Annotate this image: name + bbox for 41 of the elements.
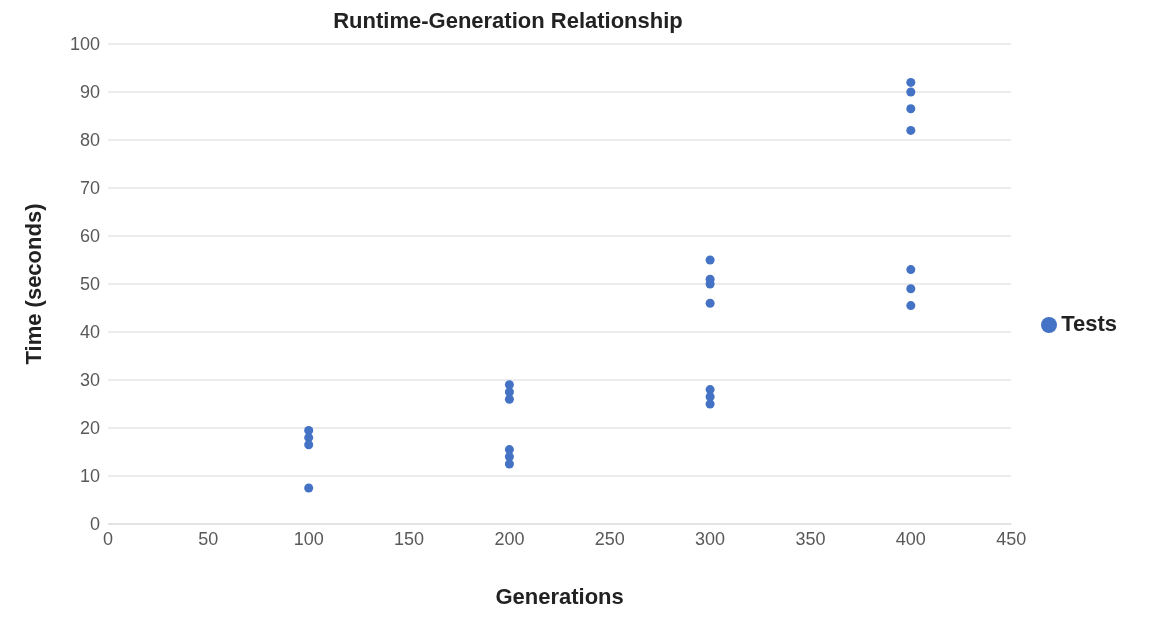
y-axis-title: Time (seconds): [20, 203, 46, 365]
point: [906, 104, 916, 114]
x-tick-label: 200: [494, 528, 525, 549]
point: [906, 125, 916, 135]
point: [705, 298, 715, 308]
x-tick-label: 100: [293, 528, 324, 549]
y-tick-label: 10: [79, 466, 100, 487]
point: [705, 255, 715, 265]
point: [504, 394, 514, 404]
y-tick-label: 60: [79, 226, 100, 247]
x-tick-label: 300: [695, 528, 726, 549]
point: [906, 77, 916, 87]
point: [504, 380, 514, 390]
point: [906, 87, 916, 97]
y-tick-label: 100: [69, 34, 100, 55]
x-tick-label: 0: [102, 528, 114, 549]
point: [504, 459, 514, 469]
x-tick-label: 250: [594, 528, 625, 549]
legend-label: Tests: [1061, 311, 1117, 336]
x-tick-label: 450: [996, 528, 1027, 549]
point: [304, 440, 314, 450]
y-tick-label: 30: [79, 370, 100, 391]
point: [504, 452, 514, 462]
y-tick-label: 80: [79, 130, 100, 151]
point: [304, 483, 314, 493]
point: [906, 284, 916, 294]
y-tick-label: 90: [79, 82, 100, 103]
x-tick-label: 50: [198, 528, 219, 549]
x-axis-title: Generations: [495, 584, 624, 609]
y-tick-label: 40: [79, 322, 100, 343]
x-tick-label: 150: [394, 528, 425, 549]
y-tick-label: 0: [89, 514, 100, 535]
point: [705, 399, 715, 409]
point: [906, 301, 916, 311]
y-tick-label: 70: [79, 178, 100, 199]
point: [906, 265, 916, 275]
y-tick-label: 20: [79, 418, 100, 439]
x-tick-label: 350: [795, 528, 826, 549]
chart-title: Runtime-Generation Relationship: [332, 8, 684, 34]
y-tick-label: 50: [79, 274, 100, 295]
x-tick-label: 400: [895, 528, 926, 549]
